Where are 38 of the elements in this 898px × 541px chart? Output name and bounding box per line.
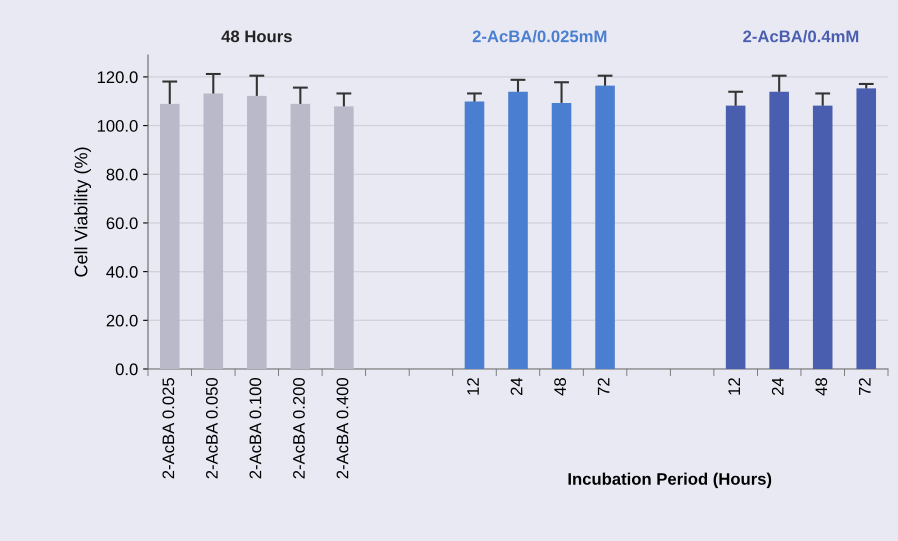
y-tick-label: 0.0 (116, 363, 138, 376)
y-tick-label: 60.0 (106, 217, 138, 230)
x-tick-label: 48 (554, 378, 566, 396)
x-tick-label: 2-AcBA 0.200 (293, 378, 305, 478)
y-tick-label: 120.0 (98, 71, 138, 84)
x-tick-label: 24 (510, 378, 522, 396)
bar (247, 96, 267, 369)
bar (160, 104, 180, 369)
bar (595, 86, 615, 369)
bar (204, 93, 224, 369)
bar (508, 92, 528, 369)
text: 2-AcBA/0.025mM (472, 30, 606, 42)
y-tick-label: 80.0 (106, 168, 138, 180)
y-tick-label: 40.0 (106, 266, 138, 278)
x-tick-label: 12 (728, 378, 740, 395)
bar (856, 88, 876, 369)
x-tick-label: 24 (772, 378, 784, 396)
x-axis-title: Incubation Period (Hours) (568, 472, 772, 488)
y-tick-label: 20.0 (106, 314, 138, 327)
x-tick-label: 2-AcBA 0.025 (162, 378, 174, 478)
text: 48 Hours (221, 30, 292, 42)
bar (726, 106, 746, 369)
text: 2-AcBA/0.4mM (743, 30, 858, 42)
x-tick-label: 2-AcBA 0.050 (206, 378, 218, 478)
bar (769, 92, 789, 369)
bar (290, 104, 310, 369)
x-tick-label: 2-AcBA 0.400 (336, 378, 348, 478)
bar (552, 102, 572, 369)
x-tick-label: 48 (815, 378, 828, 396)
y-axis-title: Cell Viability (%) (74, 148, 92, 277)
x-tick-label: 72 (858, 378, 871, 396)
x-tick-label: 72 (598, 378, 610, 396)
bar (464, 101, 484, 369)
y-tick-label: 100.0 (98, 120, 138, 132)
bar (812, 106, 832, 369)
x-tick-label: 12 (467, 378, 479, 395)
bar (334, 106, 354, 369)
x-tick-label: 2-AcBA 0.100 (249, 378, 262, 478)
